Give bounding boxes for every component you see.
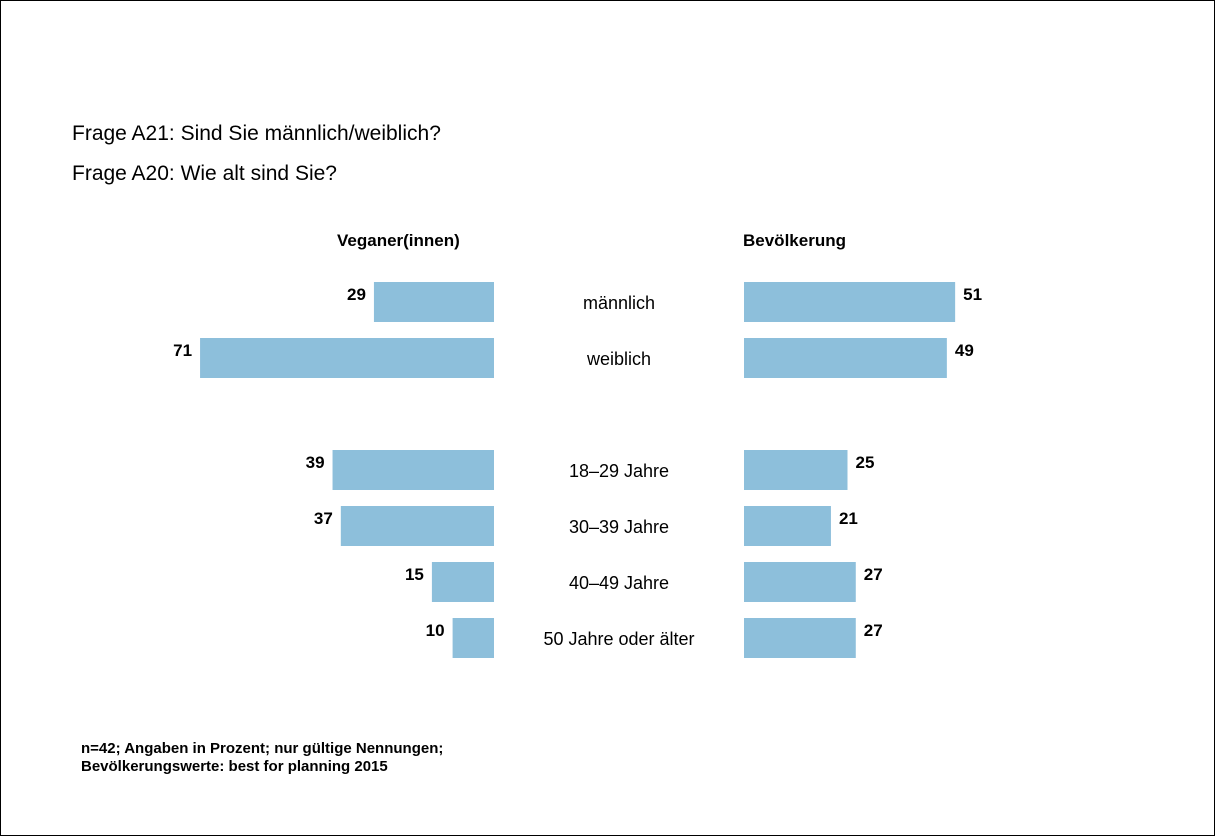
label-right-row-1: 51 [963, 285, 982, 304]
bar-left-row-3 [332, 450, 494, 490]
bar-left-row-1 [373, 282, 494, 322]
bar-right-row-2 [744, 338, 947, 378]
label-right-row-2: 49 [955, 341, 974, 360]
label-left-row-3: 39 [306, 453, 325, 472]
bar-right-row-3 [744, 450, 848, 490]
bar-left-row-4 [340, 506, 494, 546]
bar-left-row-6 [452, 618, 494, 658]
bar-right-row-4 [744, 506, 831, 546]
series-header-population: Bevölkerung [743, 231, 846, 250]
category-label-row-2: weiblich [586, 349, 651, 369]
footnote-sample: n=42; Angaben in Prozent; nur gültige Ne… [81, 740, 444, 757]
label-right-row-3: 25 [856, 453, 875, 472]
label-left-row-1: 29 [347, 285, 366, 304]
series-header-vegans: Veganer(innen) [337, 231, 460, 250]
bar-left-row-2 [200, 338, 494, 378]
label-right-row-6: 27 [864, 621, 883, 640]
label-left-row-2: 71 [173, 341, 192, 360]
bar-right-row-1 [744, 282, 956, 322]
label-left-row-4: 37 [314, 509, 333, 528]
category-label-row-5: 40–49 Jahre [569, 573, 669, 593]
bar-right-row-5 [744, 562, 856, 602]
question-gender: Frage A21: Sind Sie männlich/weiblich? [72, 122, 441, 145]
category-label-row-1: männlich [583, 293, 655, 313]
category-label-row-6: 50 Jahre oder älter [543, 629, 694, 649]
bar-right-row-6 [744, 618, 856, 658]
label-left-row-6: 10 [426, 621, 445, 640]
footnote-source: Bevölkerungswerte: best for planning 201… [81, 758, 388, 775]
label-right-row-4: 21 [839, 509, 858, 528]
question-age: Frage A20: Wie alt sind Sie? [72, 162, 337, 185]
bar-left-row-5 [431, 562, 494, 602]
category-label-row-4: 30–39 Jahre [569, 517, 669, 537]
label-right-row-5: 27 [864, 565, 883, 584]
category-label-row-3: 18–29 Jahre [569, 461, 669, 481]
label-left-row-5: 15 [405, 565, 424, 584]
